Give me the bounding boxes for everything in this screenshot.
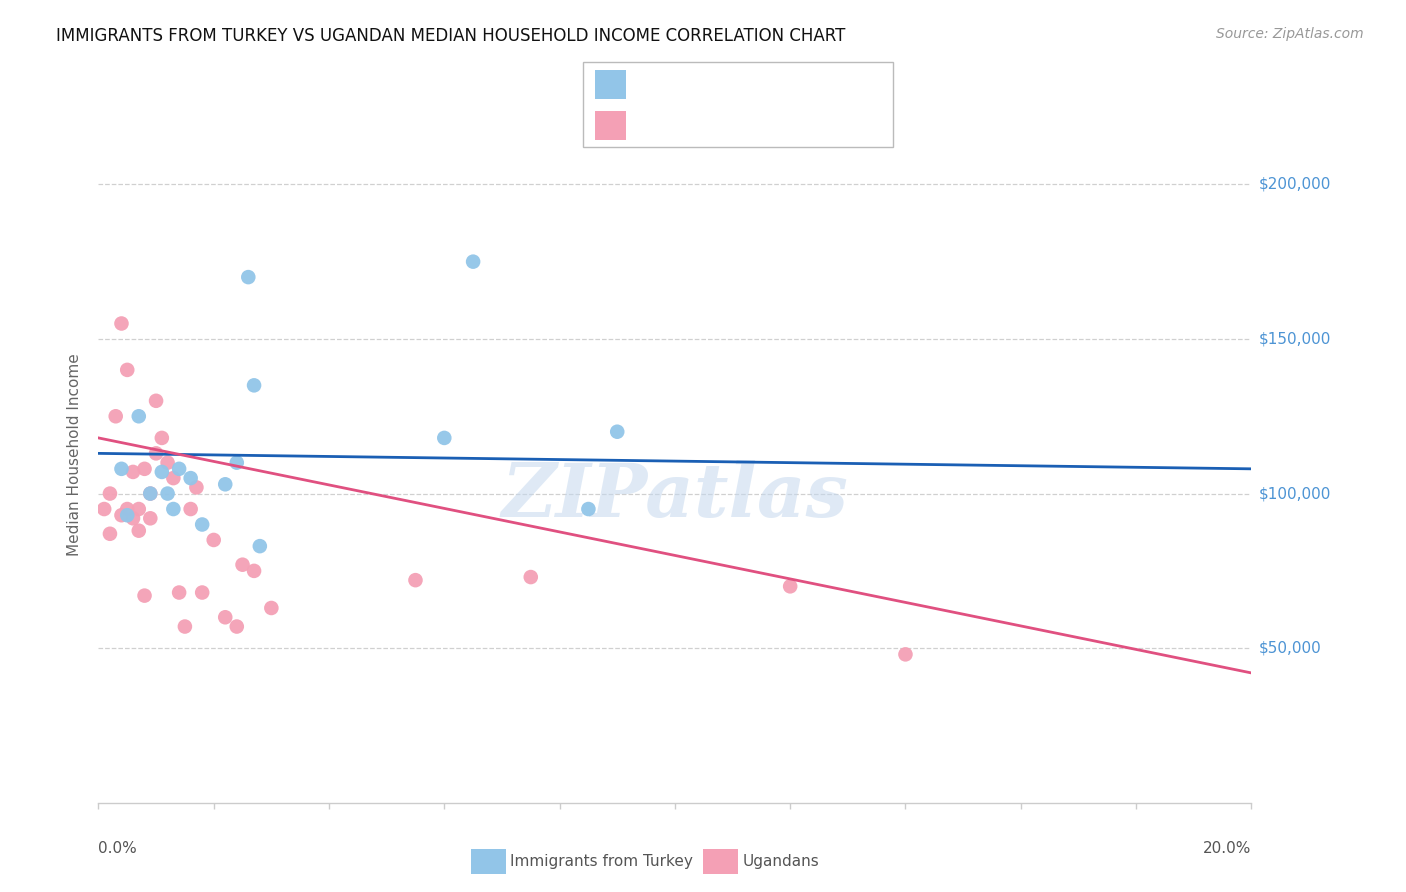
Point xyxy=(162,471,184,485)
Point xyxy=(145,393,167,408)
Point xyxy=(260,601,283,615)
Point xyxy=(128,502,150,516)
Point xyxy=(145,446,167,460)
Text: 20.0%: 20.0% xyxy=(1204,841,1251,856)
Text: Source: ZipAtlas.com: Source: ZipAtlas.com xyxy=(1216,27,1364,41)
Point xyxy=(243,564,266,578)
Y-axis label: Median Household Income: Median Household Income xyxy=(67,353,83,557)
Point xyxy=(214,477,236,491)
Point xyxy=(156,486,179,500)
Text: $150,000: $150,000 xyxy=(1258,332,1330,346)
Point xyxy=(128,409,150,424)
Point xyxy=(191,517,214,532)
Point xyxy=(122,511,145,525)
Point xyxy=(606,425,628,439)
Point xyxy=(156,456,179,470)
Text: R = -0.260: R = -0.260 xyxy=(637,118,718,133)
Point xyxy=(150,431,173,445)
Point xyxy=(238,270,260,285)
Point xyxy=(214,610,236,624)
Point xyxy=(174,619,197,633)
Point xyxy=(225,456,247,470)
Point xyxy=(180,471,202,485)
Text: N = 36: N = 36 xyxy=(735,118,793,133)
Point xyxy=(225,619,247,633)
Point xyxy=(167,585,190,599)
Text: Ugandans: Ugandans xyxy=(742,855,820,869)
Text: IMMIGRANTS FROM TURKEY VS UGANDAN MEDIAN HOUSEHOLD INCOME CORRELATION CHART: IMMIGRANTS FROM TURKEY VS UGANDAN MEDIAN… xyxy=(56,27,845,45)
Point xyxy=(167,462,190,476)
Point xyxy=(578,502,600,516)
Point xyxy=(117,363,138,377)
Text: 0.0%: 0.0% xyxy=(98,841,138,856)
Point xyxy=(139,511,162,525)
Point xyxy=(231,558,254,572)
Point xyxy=(180,502,202,516)
Point xyxy=(139,486,162,500)
Text: $200,000: $200,000 xyxy=(1258,177,1330,192)
Point xyxy=(779,579,801,593)
Point xyxy=(191,585,214,599)
Text: Immigrants from Turkey: Immigrants from Turkey xyxy=(510,855,693,869)
Point xyxy=(520,570,543,584)
Point xyxy=(122,465,145,479)
Point xyxy=(117,508,138,523)
Text: $100,000: $100,000 xyxy=(1258,486,1330,501)
Point xyxy=(202,533,225,547)
Point xyxy=(98,486,121,500)
Point xyxy=(117,502,138,516)
Point xyxy=(134,462,156,476)
Point xyxy=(405,573,427,587)
Point xyxy=(461,254,484,268)
Point xyxy=(894,648,917,662)
Text: N = 19: N = 19 xyxy=(735,77,793,92)
Text: ZIPatlas: ZIPatlas xyxy=(502,460,848,533)
Point xyxy=(104,409,127,424)
Point xyxy=(249,539,271,553)
Point xyxy=(93,502,115,516)
Point xyxy=(243,378,266,392)
Point xyxy=(98,526,121,541)
Text: R = -0.038: R = -0.038 xyxy=(637,77,718,92)
Point xyxy=(162,502,184,516)
Point xyxy=(150,465,173,479)
Point xyxy=(110,508,132,523)
Point xyxy=(186,480,208,494)
Point xyxy=(433,431,456,445)
Text: $50,000: $50,000 xyxy=(1258,640,1322,656)
Point xyxy=(110,462,132,476)
Point xyxy=(139,486,162,500)
Point xyxy=(134,589,156,603)
Point xyxy=(128,524,150,538)
Point xyxy=(110,317,132,331)
